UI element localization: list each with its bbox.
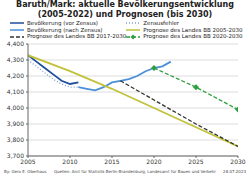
svg-text:4,000: 4,000 (8, 104, 24, 111)
svg-text:4,200: 4,200 (8, 72, 24, 79)
html-text:Quellen: Amt für Statistik Ber: Quellen: Amt für Statistik Berlin-Brande… (53, 169, 216, 174)
html-text:Baruth/Mark: aktuelle Bevölker: Baruth/Mark: aktuelle Bevölkerungsentwic… (16, 0, 234, 19)
html-text:Zensusfehler: Zensusfehler (143, 20, 180, 27)
html-text:Prognose des Landes BB 2017-20: Prognose des Landes BB 2017-2030 (27, 33, 127, 40)
html-text:Bevölkerung (vor Zensus): Bevölkerung (vor Zensus) (27, 20, 98, 27)
html-text:Bevölkerung (nach Zensus): Bevölkerung (nach Zensus) (27, 26, 103, 33)
html-text:Prognose des Landes BB 2005-20: Prognose des Landes BB 2005-2030 (143, 26, 243, 33)
svg-text:3,800: 3,800 (8, 136, 24, 143)
svg-text:2030: 2030 (230, 158, 242, 165)
svg-text:2015: 2015 (104, 158, 119, 165)
html-text:Prognose des Landes BB 2020-20: Prognose des Landes BB 2020-2030 (143, 33, 243, 40)
svg-text:2025: 2025 (188, 158, 203, 165)
svg-text:3,700: 3,700 (8, 152, 24, 159)
html-text:By: Gero E. Oberhaus: By: Gero E. Oberhaus (4, 169, 47, 174)
svg-text:4,400: 4,400 (8, 40, 24, 47)
svg-text:3,900: 3,900 (8, 120, 24, 127)
svg-text:2005: 2005 (20, 158, 35, 165)
svg-text:2020: 2020 (146, 158, 161, 165)
svg-text:4,300: 4,300 (8, 56, 24, 63)
svg-text:4,100: 4,100 (8, 88, 24, 95)
svg-text:2010: 2010 (62, 158, 77, 165)
html-text:28.07.2023: 28.07.2023 (223, 169, 246, 174)
